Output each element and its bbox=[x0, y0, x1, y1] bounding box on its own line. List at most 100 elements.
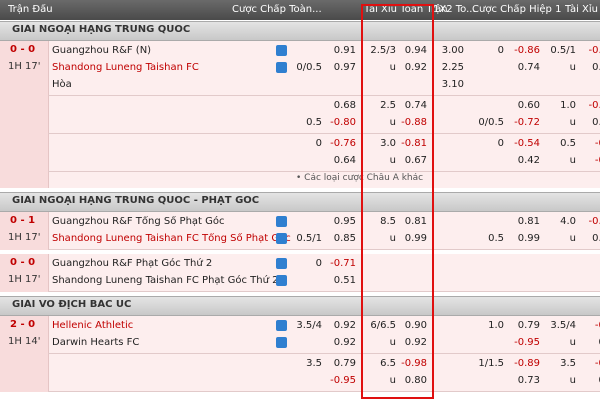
odds-cell[interactable]: -0.80 bbox=[330, 117, 356, 128]
match-bg bbox=[0, 41, 600, 188]
odds-cell: -0.72 bbox=[514, 117, 540, 128]
odds-cell[interactable]: 0.95 bbox=[333, 216, 356, 227]
odds-cell[interactable]: u bbox=[569, 233, 576, 244]
odds-cell[interactable]: u bbox=[569, 117, 576, 128]
odds-cell[interactable]: u bbox=[569, 62, 576, 73]
odds-cell[interactable]: 3.10 bbox=[441, 79, 464, 90]
odds-cell: 0.42 bbox=[517, 155, 540, 166]
odds-cell[interactable]: 1/1.5 bbox=[478, 358, 504, 369]
odds-cell[interactable]: 0 bbox=[497, 138, 504, 149]
odds-cell[interactable]: 0.94 bbox=[404, 45, 427, 56]
match-time: 1H 14' bbox=[8, 336, 41, 347]
odds-cell: 0.60 bbox=[517, 100, 540, 111]
favorite-icon[interactable] bbox=[276, 216, 287, 227]
odds-cell[interactable]: u bbox=[569, 375, 576, 386]
odds-cell[interactable]: 0.92 bbox=[333, 337, 356, 348]
team-name: Guangzhou R&F Tổng Số Phạt Góc bbox=[52, 216, 225, 227]
match-bg bbox=[0, 254, 600, 292]
odds-cell[interactable]: 4.0 bbox=[560, 216, 576, 227]
team-name: Hellenic Athletic bbox=[52, 320, 134, 331]
team-name: Shandong Luneng Taishan FC bbox=[52, 62, 199, 73]
odds-cell: u bbox=[389, 62, 396, 73]
odds-cell[interactable]: u bbox=[569, 337, 576, 348]
odds-cell[interactable]: -0.98 bbox=[401, 358, 427, 369]
row-divider bbox=[48, 391, 600, 392]
odds-cell[interactable]: 0.92 bbox=[404, 62, 427, 73]
favorite-icon[interactable] bbox=[276, 320, 287, 331]
odds-cell[interactable]: 0.5/1 bbox=[550, 45, 576, 56]
odds-cell[interactable]: 0.97 bbox=[333, 62, 356, 73]
odds-cell: 0.99 bbox=[517, 233, 540, 244]
odds-cell: -0. bbox=[594, 358, 600, 369]
odds-cell: -0. bbox=[594, 138, 600, 149]
team-name: Shandong Luneng Taishan FC Tổng Số Phạt … bbox=[52, 233, 291, 244]
odds-cell[interactable]: -0.81 bbox=[401, 138, 427, 149]
odds-cell[interactable]: 0.74 bbox=[404, 100, 427, 111]
league-title: GIẢI VÔ ĐỊCH BẮC ÚC bbox=[12, 299, 132, 310]
match-time: 1H 17' bbox=[8, 274, 41, 285]
stats-icon[interactable] bbox=[276, 337, 287, 348]
odds-cell[interactable]: 0.81 bbox=[404, 216, 427, 227]
odds-cell: 0.79 bbox=[517, 320, 540, 331]
score: 0 - 1 bbox=[10, 215, 36, 226]
odds-cell: 2.5/3 bbox=[370, 45, 396, 56]
odds-cell[interactable]: 0.92 bbox=[404, 337, 427, 348]
odds-cell[interactable]: -0.76 bbox=[330, 138, 356, 149]
odds-cell[interactable]: 0.51 bbox=[333, 275, 356, 286]
score: 0 - 0 bbox=[10, 44, 36, 55]
odds-cell[interactable]: 3.5/4 bbox=[550, 320, 576, 331]
league-title: GIẢI NGOẠI HẠNG TRUNG QUỐC - PHẠT GÓC bbox=[12, 195, 260, 206]
odds-cell[interactable]: 1.0 bbox=[560, 100, 576, 111]
odds-cell[interactable]: 0.92 bbox=[333, 320, 356, 331]
odds-cell[interactable]: 0.5 bbox=[488, 233, 504, 244]
favorite-icon[interactable] bbox=[276, 45, 287, 56]
row-divider bbox=[48, 249, 600, 250]
odds-cell: 6.5 bbox=[380, 358, 396, 369]
odds-cell[interactable]: 0.68 bbox=[333, 100, 356, 111]
league-header bbox=[0, 296, 600, 316]
odds-cell: 0 bbox=[315, 258, 322, 269]
odds-cell[interactable]: 0 bbox=[497, 45, 504, 56]
row-divider bbox=[48, 133, 600, 134]
stats-icon[interactable] bbox=[276, 233, 287, 244]
odds-cell: u bbox=[389, 155, 396, 166]
odds-cell[interactable]: 0.79 bbox=[333, 358, 356, 369]
match-time: 1H 17' bbox=[8, 61, 41, 72]
match-bg bbox=[0, 316, 600, 392]
column-header: Tài Xỉu Toàn Trận bbox=[364, 4, 448, 15]
odds-cell[interactable]: 0/0.5 bbox=[478, 117, 504, 128]
odds-cell[interactable]: 0.91 bbox=[333, 45, 356, 56]
odds-cell[interactable]: -0.71 bbox=[330, 258, 356, 269]
odds-cell[interactable]: 3.5 bbox=[560, 358, 576, 369]
odds-cell[interactable]: 0.85 bbox=[333, 233, 356, 244]
odds-cell: 0. bbox=[568, 373, 600, 389]
odds-cell: 0.5/1 bbox=[296, 233, 322, 244]
odds-cell[interactable]: 0.64 bbox=[333, 155, 356, 166]
odds-cell: u bbox=[389, 337, 396, 348]
odds-cell: -0.86 bbox=[514, 45, 540, 56]
league-title: GIẢI NGOẠI HẠNG TRUNG QUỐC bbox=[12, 24, 191, 35]
odds-cell: 0.6 bbox=[592, 233, 600, 244]
odds-cell: 0.5 bbox=[306, 117, 322, 128]
odds-cell[interactable]: 0.80 bbox=[404, 375, 427, 386]
stats-icon[interactable] bbox=[276, 275, 287, 286]
odds-cell[interactable]: 2.25 bbox=[441, 62, 464, 73]
row-divider bbox=[48, 171, 600, 172]
column-header: 1X2 To... bbox=[433, 4, 476, 15]
team-name: Hòa bbox=[52, 79, 72, 90]
odds-cell: u bbox=[389, 233, 396, 244]
odds-cell[interactable]: 0.67 bbox=[404, 155, 427, 166]
favorite-icon[interactable] bbox=[276, 258, 287, 269]
other-bets-link[interactable]: • Các loại cược Châu Á khác bbox=[296, 173, 424, 183]
odds-cell[interactable]: -0.88 bbox=[401, 117, 427, 128]
odds-cell: 0. bbox=[568, 335, 600, 351]
odds-cell: -0. bbox=[594, 155, 600, 166]
stats-icon[interactable] bbox=[276, 62, 287, 73]
odds-cell[interactable]: -0.95 bbox=[330, 375, 356, 386]
odds-cell[interactable]: 0.90 bbox=[404, 320, 427, 331]
odds-cell[interactable]: 0.99 bbox=[404, 233, 427, 244]
odds-cell[interactable]: 3.00 bbox=[441, 45, 464, 56]
odds-cell[interactable]: 1.0 bbox=[488, 320, 504, 331]
odds-cell[interactable]: 0.5 bbox=[560, 138, 576, 149]
odds-cell[interactable]: u bbox=[569, 155, 576, 166]
